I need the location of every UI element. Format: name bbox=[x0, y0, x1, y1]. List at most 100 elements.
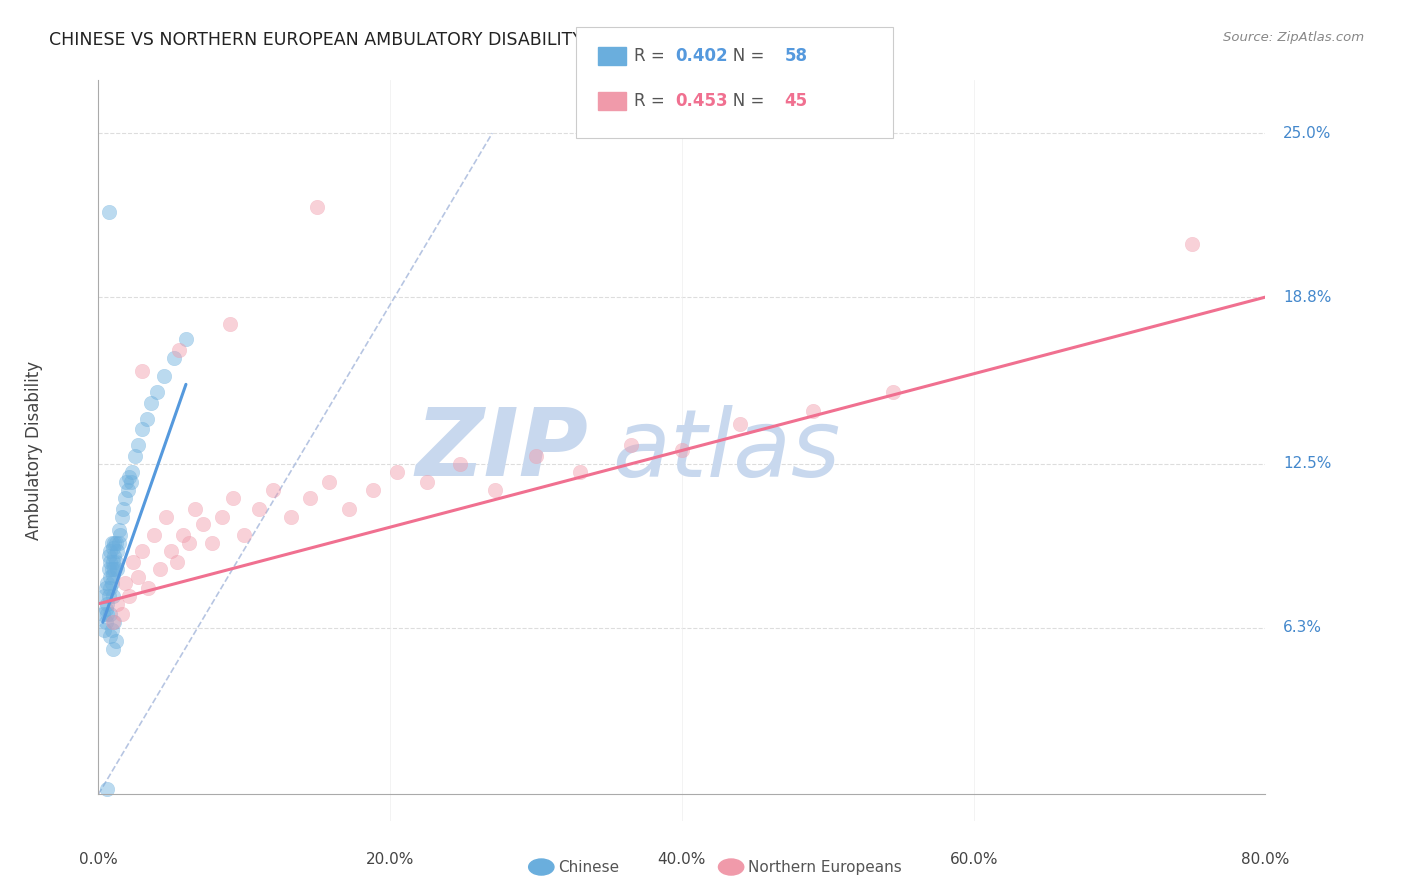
Point bbox=[155, 509, 177, 524]
Point bbox=[103, 615, 125, 630]
Point bbox=[100, 575, 122, 590]
Point bbox=[484, 483, 506, 497]
Point bbox=[524, 449, 547, 463]
Point bbox=[149, 562, 172, 576]
Point bbox=[98, 555, 121, 569]
Point bbox=[101, 589, 124, 603]
Point bbox=[108, 523, 131, 537]
Point bbox=[101, 641, 124, 656]
Point bbox=[183, 501, 205, 516]
Point bbox=[98, 629, 121, 643]
Point bbox=[98, 570, 121, 584]
Text: 60.0%: 60.0% bbox=[949, 853, 998, 867]
Point bbox=[307, 200, 329, 214]
Point bbox=[111, 607, 134, 622]
Point bbox=[108, 536, 131, 550]
Point bbox=[93, 624, 115, 638]
Point bbox=[415, 475, 437, 490]
Text: 20.0%: 20.0% bbox=[366, 853, 415, 867]
Point bbox=[298, 491, 321, 505]
Point bbox=[218, 317, 240, 331]
Point bbox=[136, 581, 159, 595]
Point bbox=[104, 633, 127, 648]
Point bbox=[211, 509, 233, 524]
Point bbox=[131, 422, 153, 436]
Point bbox=[94, 602, 117, 616]
Text: 80.0%: 80.0% bbox=[1241, 853, 1289, 867]
Point bbox=[94, 581, 117, 595]
Point bbox=[318, 475, 340, 490]
Point bbox=[177, 536, 200, 550]
Point bbox=[104, 555, 127, 569]
Text: Ambulatory Disability: Ambulatory Disability bbox=[25, 361, 44, 540]
Point bbox=[98, 544, 121, 558]
Point bbox=[111, 509, 134, 524]
Text: Source: ZipAtlas.com: Source: ZipAtlas.com bbox=[1223, 31, 1364, 45]
Point bbox=[142, 528, 165, 542]
Point bbox=[98, 581, 121, 595]
Point bbox=[114, 575, 136, 590]
Point bbox=[1181, 237, 1204, 252]
Point bbox=[131, 364, 153, 378]
Point bbox=[172, 528, 194, 542]
Point bbox=[105, 562, 128, 576]
Point bbox=[801, 404, 824, 418]
Point bbox=[131, 544, 153, 558]
Point bbox=[97, 562, 120, 576]
Text: 0.0%: 0.0% bbox=[79, 853, 118, 867]
Point bbox=[98, 607, 121, 622]
Point bbox=[247, 501, 270, 516]
Text: R =: R = bbox=[634, 47, 671, 65]
Point bbox=[101, 541, 124, 556]
Text: 58: 58 bbox=[785, 47, 807, 65]
Point bbox=[160, 544, 183, 558]
Point bbox=[96, 781, 118, 796]
Point bbox=[100, 562, 122, 576]
Point bbox=[124, 449, 146, 463]
Point bbox=[163, 351, 186, 365]
Point bbox=[174, 333, 197, 347]
Point bbox=[671, 443, 693, 458]
Point bbox=[103, 562, 125, 576]
Point bbox=[280, 509, 302, 524]
Point bbox=[105, 597, 128, 611]
Point bbox=[121, 465, 143, 479]
Point bbox=[101, 615, 124, 630]
Point bbox=[115, 475, 138, 490]
Point bbox=[100, 536, 122, 550]
Text: 12.5%: 12.5% bbox=[1282, 456, 1331, 471]
Point bbox=[882, 385, 904, 400]
Text: Chinese: Chinese bbox=[558, 860, 619, 874]
Point bbox=[96, 575, 118, 590]
Point bbox=[568, 465, 591, 479]
Text: 25.0%: 25.0% bbox=[1282, 126, 1331, 141]
Point bbox=[361, 483, 384, 497]
Text: N =: N = bbox=[717, 47, 769, 65]
Point bbox=[101, 567, 124, 582]
Point bbox=[127, 438, 149, 452]
Point bbox=[93, 589, 115, 603]
Point bbox=[118, 470, 141, 484]
Point bbox=[112, 501, 135, 516]
Point bbox=[117, 483, 139, 497]
Text: Northern Europeans: Northern Europeans bbox=[748, 860, 901, 874]
Point bbox=[110, 528, 132, 542]
Point bbox=[135, 411, 157, 425]
Point bbox=[153, 369, 176, 384]
Point bbox=[97, 589, 120, 603]
Text: N =: N = bbox=[717, 92, 769, 110]
Point bbox=[337, 501, 360, 516]
Text: 0.402: 0.402 bbox=[675, 47, 727, 65]
Text: ZIP: ZIP bbox=[416, 404, 589, 497]
Text: 45: 45 bbox=[785, 92, 807, 110]
Point bbox=[166, 555, 188, 569]
Point bbox=[118, 589, 141, 603]
Point bbox=[96, 597, 118, 611]
Text: 6.3%: 6.3% bbox=[1282, 620, 1322, 635]
Point bbox=[97, 205, 120, 219]
Point bbox=[139, 396, 162, 410]
Point bbox=[103, 549, 125, 564]
Text: R =: R = bbox=[634, 92, 671, 110]
Text: CHINESE VS NORTHERN EUROPEAN AMBULATORY DISABILITY CORRELATION CHART: CHINESE VS NORTHERN EUROPEAN AMBULATORY … bbox=[49, 31, 778, 49]
Point bbox=[104, 536, 127, 550]
